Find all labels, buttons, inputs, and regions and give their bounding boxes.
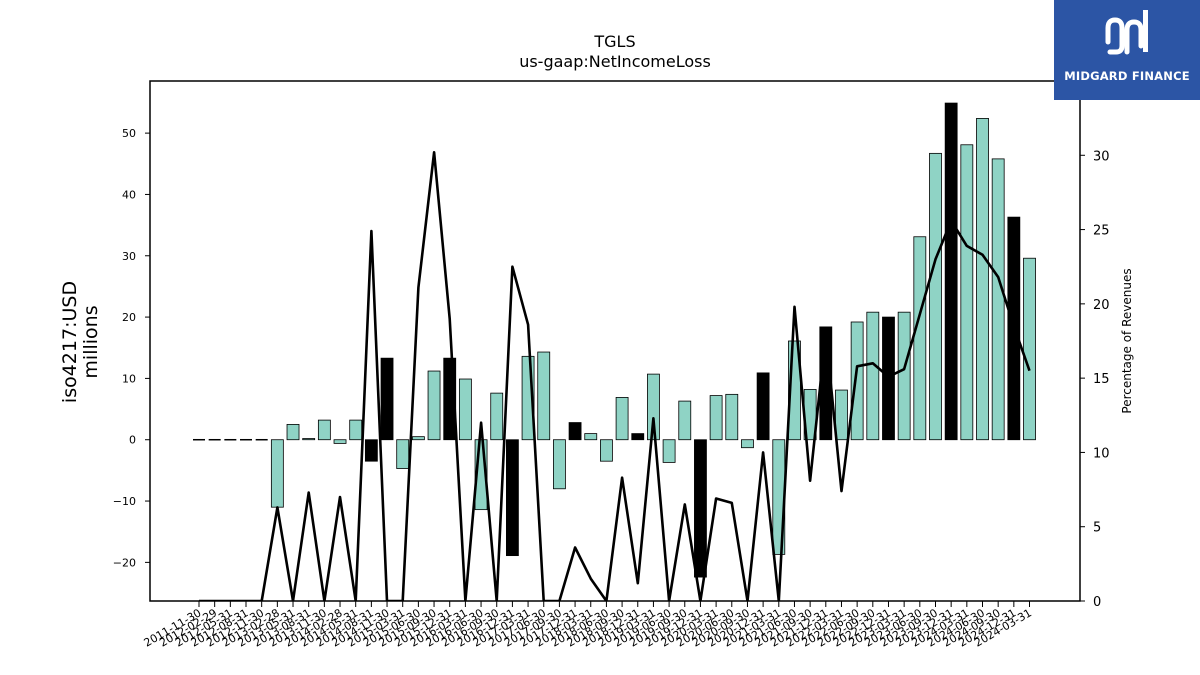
bar-highlight	[631, 433, 645, 441]
y2-tick-label: 20	[1093, 298, 1110, 313]
y2-tick-label: 5	[1093, 521, 1101, 536]
bar	[678, 400, 692, 441]
chart-subtitle: us-gaap:NetIncomeLoss	[519, 52, 711, 71]
y2-axis-label: Percentage of Revenues	[1120, 268, 1134, 413]
y-tick-label: −20	[113, 556, 136, 569]
y-tick-label: 10	[122, 372, 136, 385]
bar-highlight	[882, 316, 895, 441]
axes-layer: −20−10010203040500510152025302011-11-302…	[59, 80, 1134, 650]
bar	[866, 311, 880, 441]
y2-tick-label: 15	[1093, 372, 1110, 387]
bar	[991, 158, 1005, 441]
y-tick-label: −10	[113, 495, 136, 508]
line-layer	[199, 151, 1031, 601]
bar	[396, 439, 410, 469]
bar	[960, 144, 974, 441]
bar	[333, 439, 347, 444]
bar	[850, 321, 864, 441]
midgard-finance-logo: MIDGARD FINANCE	[1054, 0, 1200, 100]
bar-highlight	[756, 372, 770, 441]
bar	[615, 397, 629, 441]
bar-highlight	[505, 439, 519, 557]
y2-tick-label: 30	[1093, 149, 1110, 164]
plot-frame	[149, 80, 1081, 602]
bar	[286, 423, 300, 441]
bar	[897, 311, 911, 441]
y-tick-label: 20	[122, 311, 136, 324]
y-tick-label: 0	[129, 434, 136, 447]
bar	[584, 433, 598, 441]
bar	[1023, 257, 1036, 441]
y2-tick-label: 10	[1093, 446, 1110, 461]
y2-tick-label: 25	[1093, 224, 1110, 239]
percent-of-revenues-line	[199, 151, 1031, 601]
bar-highlight	[694, 439, 707, 578]
y-axis-label: iso4217:USDmillions	[59, 281, 102, 403]
bar	[458, 378, 472, 441]
bar-highlight	[568, 422, 582, 441]
bar	[302, 438, 316, 441]
bar	[537, 351, 551, 441]
bar	[929, 152, 942, 441]
bar-highlight	[380, 357, 394, 441]
bar	[709, 395, 723, 441]
bar-highlight	[944, 102, 958, 441]
bar	[490, 392, 504, 441]
y2-tick-label: 0	[1093, 595, 1101, 610]
bars-layer	[193, 102, 1036, 578]
bar	[662, 439, 676, 463]
bar	[741, 439, 754, 449]
bar	[349, 419, 363, 441]
y-tick-label: 40	[122, 188, 136, 201]
bar	[976, 118, 989, 441]
y-tick-label: 30	[122, 250, 136, 263]
bar-highlight	[364, 439, 378, 462]
bar	[270, 439, 284, 508]
bar	[427, 370, 441, 441]
bar	[553, 439, 566, 490]
logo-text: MIDGARD FINANCE	[1064, 69, 1190, 83]
chart-title: TGLS	[594, 32, 636, 51]
bar	[647, 373, 660, 441]
bar	[835, 389, 848, 441]
bar	[411, 436, 425, 441]
bar	[317, 419, 331, 441]
bar	[725, 393, 739, 441]
bar	[913, 236, 927, 441]
y-tick-label: 50	[122, 127, 136, 140]
logo-mark-icon	[1105, 10, 1148, 55]
bar	[600, 439, 613, 462]
